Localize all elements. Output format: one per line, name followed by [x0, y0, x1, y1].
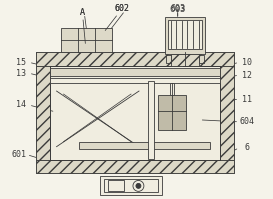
Bar — [50, 66, 220, 160]
Bar — [50, 78, 220, 83]
Text: 602: 602 — [115, 4, 130, 13]
Bar — [148, 81, 154, 159]
Bar — [104, 179, 158, 192]
Text: 602: 602 — [105, 4, 130, 30]
Text: A: A — [80, 8, 85, 43]
Text: 12: 12 — [242, 71, 252, 80]
Text: $\mathsf{603}$: $\mathsf{603}$ — [169, 3, 186, 17]
Bar — [61, 28, 112, 52]
Bar — [36, 66, 50, 160]
Circle shape — [136, 183, 141, 188]
Text: 603: 603 — [170, 4, 185, 13]
Text: A: A — [80, 8, 85, 17]
Text: 6: 6 — [245, 143, 250, 152]
Bar — [171, 54, 198, 66]
Text: 604: 604 — [240, 117, 255, 126]
Bar — [36, 160, 234, 174]
Text: 15: 15 — [16, 58, 26, 67]
Bar — [36, 52, 234, 174]
Bar — [36, 52, 234, 66]
Bar — [165, 17, 204, 54]
Bar — [108, 180, 124, 191]
Bar — [79, 142, 210, 149]
Bar — [100, 177, 162, 195]
Text: 11: 11 — [242, 96, 252, 104]
Bar — [50, 68, 220, 76]
Bar — [170, 83, 174, 95]
Bar — [158, 95, 186, 130]
Bar — [220, 66, 234, 160]
Bar — [198, 55, 204, 63]
Text: 14: 14 — [16, 100, 26, 109]
Circle shape — [133, 180, 144, 191]
Text: 10: 10 — [242, 58, 252, 67]
Bar — [168, 20, 201, 49]
Bar — [166, 55, 171, 63]
Text: 601: 601 — [11, 150, 26, 159]
Text: 13: 13 — [16, 69, 26, 78]
